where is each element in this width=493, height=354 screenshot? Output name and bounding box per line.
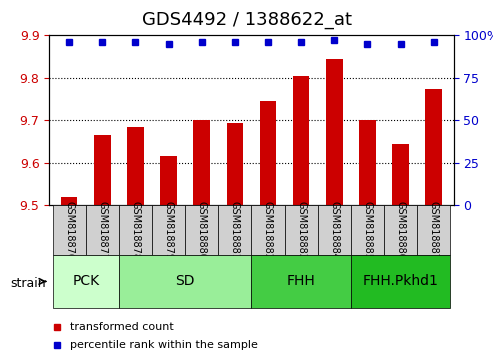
Text: GSM818880: GSM818880 [197,201,207,259]
Text: GSM818876: GSM818876 [64,201,74,259]
Text: FHH: FHH [287,274,316,289]
Text: PCK: PCK [72,274,99,289]
Text: GDS4492 / 1388622_at: GDS4492 / 1388622_at [141,11,352,29]
Bar [293,76,310,205]
Text: GSM818884: GSM818884 [329,201,339,259]
FancyBboxPatch shape [53,205,86,255]
Text: GSM818882: GSM818882 [263,201,273,259]
Bar [160,156,177,205]
Bar [260,101,276,205]
FancyBboxPatch shape [86,205,119,255]
FancyBboxPatch shape [53,255,119,308]
Text: GSM818887: GSM818887 [429,201,439,259]
Text: percentile rank within the sample: percentile rank within the sample [70,340,257,350]
FancyBboxPatch shape [384,205,417,255]
Text: GSM818881: GSM818881 [230,201,240,259]
FancyBboxPatch shape [251,205,284,255]
FancyBboxPatch shape [284,205,317,255]
Text: FHH.Pkhd1: FHH.Pkhd1 [363,274,438,289]
Text: GSM818878: GSM818878 [131,201,141,259]
FancyBboxPatch shape [185,205,218,255]
Bar [392,144,409,205]
FancyBboxPatch shape [317,205,351,255]
FancyBboxPatch shape [351,255,450,308]
Text: strain: strain [10,277,45,290]
Text: SD: SD [176,274,195,289]
Text: GSM818879: GSM818879 [164,201,174,259]
FancyBboxPatch shape [218,205,251,255]
FancyBboxPatch shape [119,255,251,308]
FancyBboxPatch shape [251,255,351,308]
Bar [193,120,210,205]
Bar [61,197,77,205]
FancyBboxPatch shape [417,205,450,255]
Text: GSM818886: GSM818886 [395,201,406,259]
FancyBboxPatch shape [351,205,384,255]
FancyBboxPatch shape [119,205,152,255]
Bar [425,88,442,205]
Text: transformed count: transformed count [70,322,173,332]
Text: GSM818883: GSM818883 [296,201,306,259]
Text: GSM818877: GSM818877 [97,200,107,260]
Bar [94,135,110,205]
Bar [127,127,144,205]
Bar [227,123,243,205]
FancyBboxPatch shape [152,205,185,255]
Text: GSM818885: GSM818885 [362,201,372,259]
Bar [359,120,376,205]
Bar [326,59,343,205]
